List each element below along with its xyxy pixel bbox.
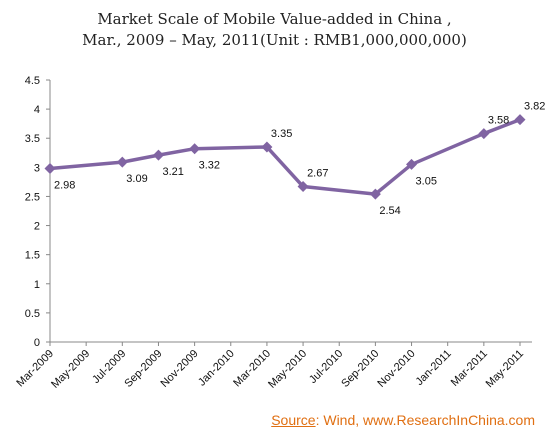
x-tick-label: Jan-2011 xyxy=(413,348,453,388)
data-point xyxy=(189,143,201,155)
data-label: 2.54 xyxy=(379,205,400,217)
source-note: Source: Wind, www.ResearchInChina.com xyxy=(271,412,535,428)
data-point xyxy=(514,114,526,126)
data-label: 3.09 xyxy=(126,173,147,185)
y-axis: 0 0.5 1 1.5 2 2.5 3 3.5 4 4.5 xyxy=(25,75,51,349)
data-point xyxy=(116,156,128,168)
y-tick-label: 0 xyxy=(34,337,40,349)
x-tick-label: Nov-2009 xyxy=(159,348,201,390)
y-tick-label: 3.5 xyxy=(25,133,40,145)
data-label: 3.05 xyxy=(416,175,437,187)
x-tick-label: Sep-2009 xyxy=(122,348,164,390)
x-tick-label: Nov-2010 xyxy=(375,348,417,390)
y-tick-label: 1.5 xyxy=(25,250,40,262)
chart-title-line-2: Mar., 2009 – May, 2011(Unit : RMB1,000,0… xyxy=(82,31,467,49)
data-labels: 2.98 3.09 3.21 3.32 3.35 2.67 2.54 3.05 3.58 3.82 xyxy=(54,101,545,218)
data-label: 3.21 xyxy=(162,166,183,178)
y-tick-label: 2 xyxy=(34,221,40,233)
data-point xyxy=(369,188,381,200)
source-label: Source xyxy=(271,412,316,428)
data-point xyxy=(478,128,490,140)
x-tick-label: Sep-2010 xyxy=(339,348,381,390)
data-point xyxy=(297,181,309,193)
x-axis: Mar-2009May-2009Jul-2009Sep-2009Nov-2009… xyxy=(14,341,532,391)
x-tick-label: May-2009 xyxy=(49,348,92,391)
source-text: : Wind, www.ResearchInChina.com xyxy=(315,412,535,428)
data-label: 3.82 xyxy=(524,101,545,113)
data-label: 2.67 xyxy=(307,168,328,180)
x-tick-label: May-2010 xyxy=(266,348,309,391)
data-point xyxy=(406,158,418,170)
data-point xyxy=(152,149,164,161)
data-point xyxy=(261,141,273,153)
data-label: 3.35 xyxy=(271,128,292,140)
chart-title-line-1: Market Scale of Mobile Value-added in Ch… xyxy=(97,10,452,28)
data-label: 3.32 xyxy=(199,160,220,172)
x-tick-label: May-2011 xyxy=(484,348,527,391)
series-line-group xyxy=(48,117,522,196)
y-tick-label: 0.5 xyxy=(25,308,40,320)
data-label: 2.98 xyxy=(54,179,75,191)
y-tick-label: 3 xyxy=(34,162,40,174)
y-tick-label: 4.5 xyxy=(25,75,40,87)
series-line xyxy=(48,117,522,196)
y-tick-label: 1 xyxy=(34,279,40,291)
y-tick-label: 2.5 xyxy=(25,191,40,203)
data-point xyxy=(44,162,56,174)
data-points xyxy=(44,114,526,200)
x-tick-label: Jan-2010 xyxy=(196,348,237,389)
y-tick-label: 4 xyxy=(34,104,40,116)
data-label: 3.58 xyxy=(488,115,509,127)
